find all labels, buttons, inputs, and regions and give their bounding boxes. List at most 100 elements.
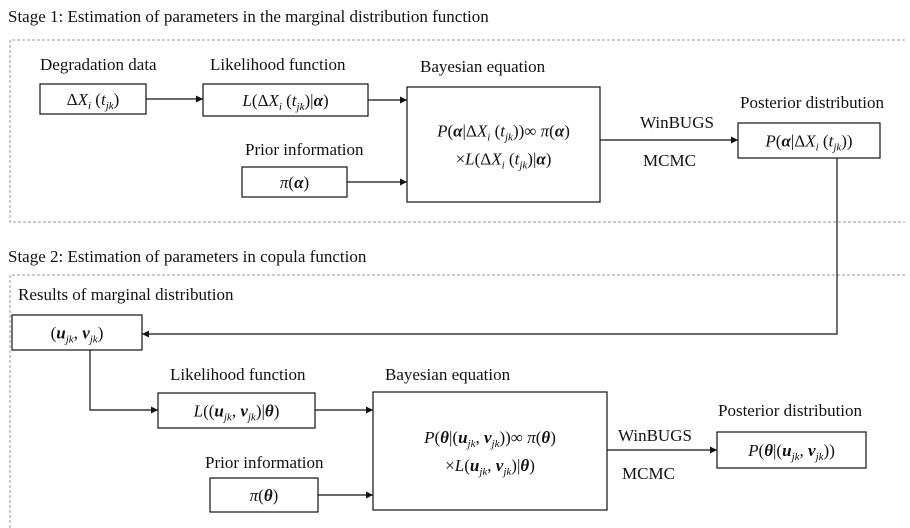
formula-part: X (476, 122, 488, 141)
formula-part: u (470, 456, 479, 475)
node-label: Prior information (245, 140, 364, 159)
formula-part: ) (114, 90, 120, 109)
formula-part: jk (64, 334, 75, 346)
formula-part: )| (527, 150, 536, 169)
formula-part: , (487, 456, 496, 475)
formula-part: ) (323, 91, 329, 110)
formula-part: ) (550, 428, 556, 447)
formula-part: jk (466, 438, 477, 450)
formula-part: i (502, 160, 505, 172)
formula-part: P (764, 132, 775, 151)
formula-part: X (804, 132, 816, 151)
formula-part: )) (841, 132, 852, 151)
formula-part: ( (258, 486, 264, 505)
formula-part: ) (273, 486, 279, 505)
stage-title: Stage 1: Estimation of parameters in the… (8, 7, 489, 26)
formula-part: L (464, 150, 474, 169)
formula-part: ) (546, 150, 552, 169)
formula-part: )| (304, 91, 313, 110)
formula-part: X (77, 90, 89, 109)
formula: π(α) (280, 173, 309, 192)
formula-part: ) (303, 173, 309, 192)
formula-part: ( (759, 441, 765, 460)
formula-part: ( (549, 122, 555, 141)
formula: L((ujk, vjk)|θ) (193, 402, 280, 424)
node-label: Degradation data (40, 55, 157, 74)
formula-part: α (294, 173, 304, 192)
formula-part: π (280, 173, 289, 192)
formula-part: , (475, 428, 484, 447)
node-box (11, 314, 143, 351)
node-label: Bayesian equation (385, 365, 511, 384)
edge-label: MCMC (622, 464, 675, 483)
formula-part: α (536, 150, 546, 169)
edge-label: MCMC (643, 151, 696, 170)
stage-frame (9, 274, 905, 528)
node-box (716, 431, 867, 469)
node-box (157, 392, 316, 429)
formula-part: α (453, 122, 463, 141)
node-label: Likelihood function (210, 55, 346, 74)
formula-part: jk (517, 160, 528, 172)
formula-part: θ (764, 441, 773, 460)
formula-part: π (250, 486, 259, 505)
formula-part: jk (222, 412, 233, 424)
formula-part: π (527, 428, 536, 447)
node-box (209, 477, 319, 513)
formula-part: jk (831, 142, 842, 154)
node-box (202, 83, 369, 117)
node-label: Bayesian equation (420, 57, 546, 76)
formula: P(θ|(ujk, vjk))∞ π(θ) (423, 428, 556, 450)
formula-part: , (74, 324, 83, 343)
formula-part: Δ (67, 90, 78, 109)
formula-part: v (484, 428, 492, 447)
stage-title: Stage 2: Estimation of parameters in cop… (8, 247, 367, 266)
formula-part: t (500, 122, 506, 141)
formula: π(θ) (250, 486, 279, 505)
formula-part: ( (776, 132, 782, 151)
formula-part: X (490, 150, 502, 169)
formula-part: u (214, 402, 223, 421)
formula-part: ( (536, 428, 542, 447)
formula-part: , (232, 402, 241, 421)
formula-part: jk (104, 100, 115, 112)
formula-part: i (487, 132, 490, 144)
formula-part: (Δ (252, 91, 269, 110)
formula-part: ))∞ (513, 122, 541, 141)
formula-part: ( (464, 456, 470, 475)
formula: L(ΔXi (tjk)|α) (241, 91, 328, 113)
node-label: Posterior distribution (740, 93, 885, 112)
formula-part: |( (449, 428, 458, 447)
formula-part: ) (98, 324, 104, 343)
formula-part: P (436, 122, 447, 141)
node-box (372, 391, 608, 511)
formula-part: i (279, 101, 282, 113)
formula-part: X (267, 91, 279, 110)
formula: P(α|ΔXi (tjk))∞ π(α) (436, 122, 570, 144)
node-label: Prior information (205, 453, 324, 472)
formula: (ujk, vjk) (51, 324, 104, 346)
formula-part: )| (511, 456, 520, 475)
formula-part: (Δ (475, 150, 492, 169)
formula-part: u (56, 324, 65, 343)
formula-part: θ (541, 428, 550, 447)
node-box (737, 122, 881, 159)
formula-part: t (101, 90, 107, 109)
formula-part: u (458, 428, 467, 447)
formula-part: jk (501, 466, 512, 478)
formula-part: , (800, 441, 809, 460)
formula-part: jk (246, 412, 257, 424)
formula-part: |Δ (463, 122, 477, 141)
formula-part: L (241, 91, 251, 110)
edge-label: WinBUGS (640, 113, 714, 132)
formula-part: ) (564, 122, 570, 141)
formula-part: (( (203, 402, 215, 421)
node-box (406, 86, 601, 203)
stage-frame (9, 39, 905, 223)
formula-part: ) (529, 456, 535, 475)
formula-part: × (445, 456, 455, 475)
formula-part: α (555, 122, 565, 141)
formula-part: v (496, 456, 504, 475)
node-label: Results of marginal distribution (18, 285, 234, 304)
